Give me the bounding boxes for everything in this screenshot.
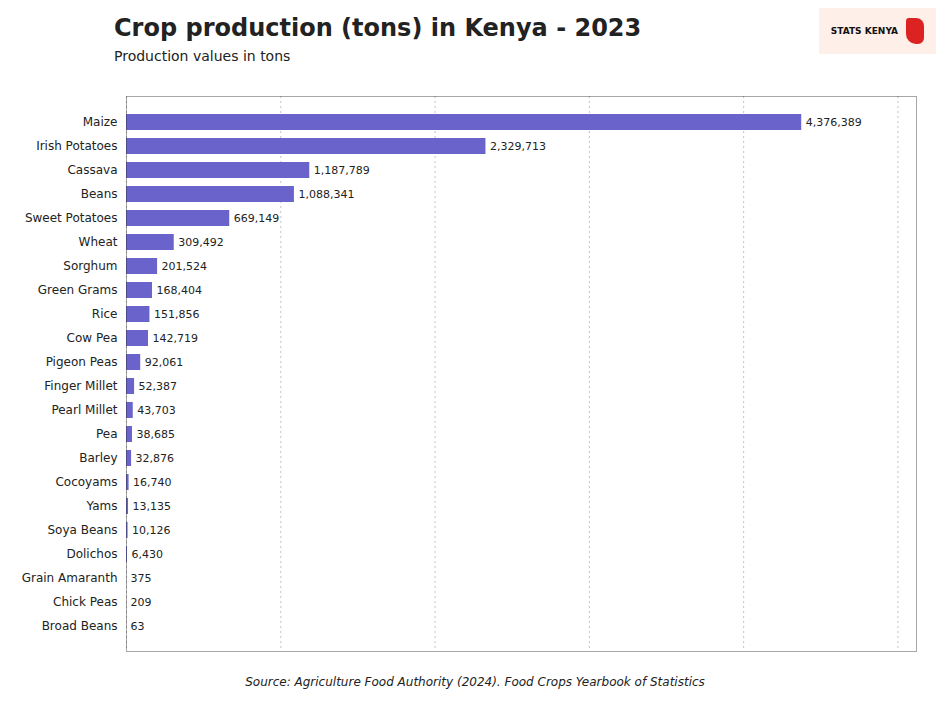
svg-text:43,703: 43,703 bbox=[137, 404, 176, 417]
svg-text:Rice: Rice bbox=[92, 307, 118, 321]
svg-text:Soya Beans: Soya Beans bbox=[47, 523, 117, 537]
svg-text:142,719: 142,719 bbox=[153, 332, 199, 345]
svg-text:Pea: Pea bbox=[96, 427, 118, 441]
svg-text:Grain Amaranth: Grain Amaranth bbox=[22, 571, 118, 585]
html-text:Crop production (tons) in Keny: Crop production (tons) in Kenya - 2023 bbox=[114, 14, 642, 42]
svg-text:151,856: 151,856 bbox=[154, 308, 200, 321]
svg-text:Sorghum: Sorghum bbox=[63, 259, 117, 273]
svg-text:Broad Beans: Broad Beans bbox=[42, 619, 118, 633]
svg-text:Finger Millet: Finger Millet bbox=[44, 379, 117, 393]
svg-text:1,187,789: 1,187,789 bbox=[314, 164, 370, 177]
svg-text:201,524: 201,524 bbox=[162, 260, 208, 273]
svg-text:Yams: Yams bbox=[86, 499, 118, 513]
html-text:Production values in tons: Production values in tons bbox=[114, 48, 291, 64]
svg-text:Dolichos: Dolichos bbox=[66, 547, 117, 561]
svg-text:10,126: 10,126 bbox=[132, 524, 171, 537]
svg-text:Maize: Maize bbox=[83, 115, 118, 129]
svg-text:Pigeon Peas: Pigeon Peas bbox=[46, 355, 118, 369]
svg-text:13,135: 13,135 bbox=[133, 500, 172, 513]
svg-text:Wheat: Wheat bbox=[79, 235, 118, 249]
svg-text:Beans: Beans bbox=[81, 187, 118, 201]
svg-text:Barley: Barley bbox=[79, 451, 117, 465]
svg-text:16,740: 16,740 bbox=[133, 476, 172, 489]
svg-text:309,492: 309,492 bbox=[178, 236, 224, 249]
svg-text:209: 209 bbox=[131, 596, 152, 609]
svg-text:Chick Peas: Chick Peas bbox=[53, 595, 117, 609]
svg-text:2,329,713: 2,329,713 bbox=[490, 140, 546, 153]
svg-text:1,088,341: 1,088,341 bbox=[298, 188, 354, 201]
svg-text:375: 375 bbox=[131, 572, 152, 585]
svg-text:38,685: 38,685 bbox=[136, 428, 175, 441]
svg-text:168,404: 168,404 bbox=[156, 284, 202, 297]
svg-text:Sweet Potatoes: Sweet Potatoes bbox=[25, 211, 118, 225]
svg-text:Pearl Millet: Pearl Millet bbox=[51, 403, 117, 417]
svg-text:Cocoyams: Cocoyams bbox=[55, 475, 117, 489]
html-text:Source: Agriculture Food Autho: Source: Agriculture Food Authority (2024… bbox=[245, 675, 705, 689]
svg-text:669,149: 669,149 bbox=[234, 212, 280, 225]
svg-text:63: 63 bbox=[131, 620, 145, 633]
svg-text:Irish Potatoes: Irish Potatoes bbox=[36, 139, 117, 153]
svg-text:6,430: 6,430 bbox=[131, 548, 163, 561]
html-text:STATS KENYA: STATS KENYA bbox=[830, 26, 898, 36]
svg-text:32,876: 32,876 bbox=[136, 452, 175, 465]
svg-text:Green Grams: Green Grams bbox=[38, 283, 118, 297]
svg-text:52,387: 52,387 bbox=[139, 380, 178, 393]
svg-text:4,376,389: 4,376,389 bbox=[806, 116, 862, 129]
svg-text:Cow Pea: Cow Pea bbox=[67, 331, 118, 345]
svg-text:92,061: 92,061 bbox=[145, 356, 184, 369]
svg-text:Cassava: Cassava bbox=[67, 163, 117, 177]
